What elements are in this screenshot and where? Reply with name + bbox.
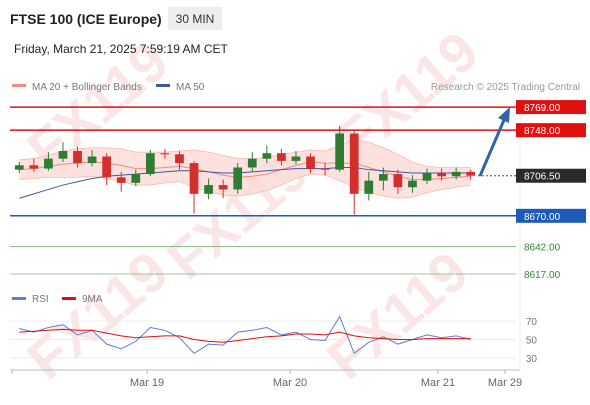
candle-body xyxy=(364,180,374,194)
candle-body xyxy=(422,172,432,181)
candle-body xyxy=(466,171,476,176)
candle-body xyxy=(145,153,155,175)
y-tick-label: 70 xyxy=(526,317,538,328)
level-label: 8748.00 xyxy=(524,126,561,137)
legend-swatch xyxy=(156,84,170,87)
candle-body xyxy=(451,171,461,177)
candle-body xyxy=(306,156,315,169)
level-label: 8769.00 xyxy=(524,103,561,114)
interval: 30 MIN xyxy=(176,12,215,26)
candle-body xyxy=(437,172,446,177)
rsi-line xyxy=(19,328,471,343)
y-tick-label: 30 xyxy=(526,354,538,365)
candle-body xyxy=(102,156,112,178)
candle-body xyxy=(393,174,403,188)
forecast-arrow xyxy=(478,119,506,177)
legend-label: MA 50 xyxy=(176,82,205,93)
candle-body xyxy=(189,163,199,194)
candle-body xyxy=(58,151,68,159)
candle-body xyxy=(204,185,213,194)
candle-body xyxy=(378,174,388,181)
candle-body xyxy=(87,156,97,164)
level-label: 8642.00 xyxy=(524,243,561,254)
y-tick-label: 50 xyxy=(526,336,538,347)
moving-average xyxy=(19,166,471,199)
candle-body xyxy=(116,177,126,183)
candle-body xyxy=(160,153,170,155)
x-tick-label: Mar 21 xyxy=(421,377,455,389)
x-tick-label: Mar 29 xyxy=(488,377,522,389)
legend-swatch xyxy=(12,297,26,300)
level-label: 8670.00 xyxy=(524,212,561,223)
candle-body xyxy=(291,156,301,161)
title: FTSE 100 (ICE Europe) xyxy=(10,11,162,27)
level-label: 8706.50 xyxy=(524,172,561,183)
bollinger-upper xyxy=(19,138,471,168)
interval-badge xyxy=(168,7,222,30)
legend-label: 9MA xyxy=(82,294,103,305)
candle-body xyxy=(131,174,141,183)
candle-body xyxy=(277,153,286,161)
level-label: 8617.00 xyxy=(524,270,561,281)
candle-body xyxy=(320,168,330,170)
candle-body xyxy=(349,133,359,194)
bollinger-lower xyxy=(19,173,471,199)
rsi-line xyxy=(19,315,471,355)
candle-body xyxy=(335,133,345,170)
level-box xyxy=(516,100,586,115)
timestamp: Friday, March 21, 2025 7:59:19 AM CET xyxy=(14,42,229,56)
x-tick-label: Mar 19 xyxy=(130,377,164,389)
level-box xyxy=(516,168,586,183)
candle-body xyxy=(29,165,39,169)
x-tick-label: Mar 20 xyxy=(273,377,307,389)
forecast-arrowhead xyxy=(498,107,510,123)
legend-label: RSI xyxy=(32,294,49,305)
legend-swatch xyxy=(62,297,76,300)
candle-body xyxy=(175,154,184,164)
legend-swatch xyxy=(12,84,26,87)
candle-body xyxy=(44,158,53,169)
candle-body xyxy=(14,165,24,170)
credit: Research © 2025 Trading Central xyxy=(431,82,580,93)
candle-body xyxy=(262,153,272,159)
legend-label: MA 20 + Bollinger Bands xyxy=(32,82,142,93)
candle-body xyxy=(218,185,228,190)
candle-body xyxy=(247,158,257,168)
plot: MA 20 + Bollinger Bands MA 50 8769.00 8748.… xyxy=(10,82,586,389)
candle-body xyxy=(408,180,417,188)
level-box xyxy=(516,208,586,223)
level-box xyxy=(516,123,586,138)
candle-body xyxy=(73,151,82,164)
candle-body xyxy=(233,167,243,190)
